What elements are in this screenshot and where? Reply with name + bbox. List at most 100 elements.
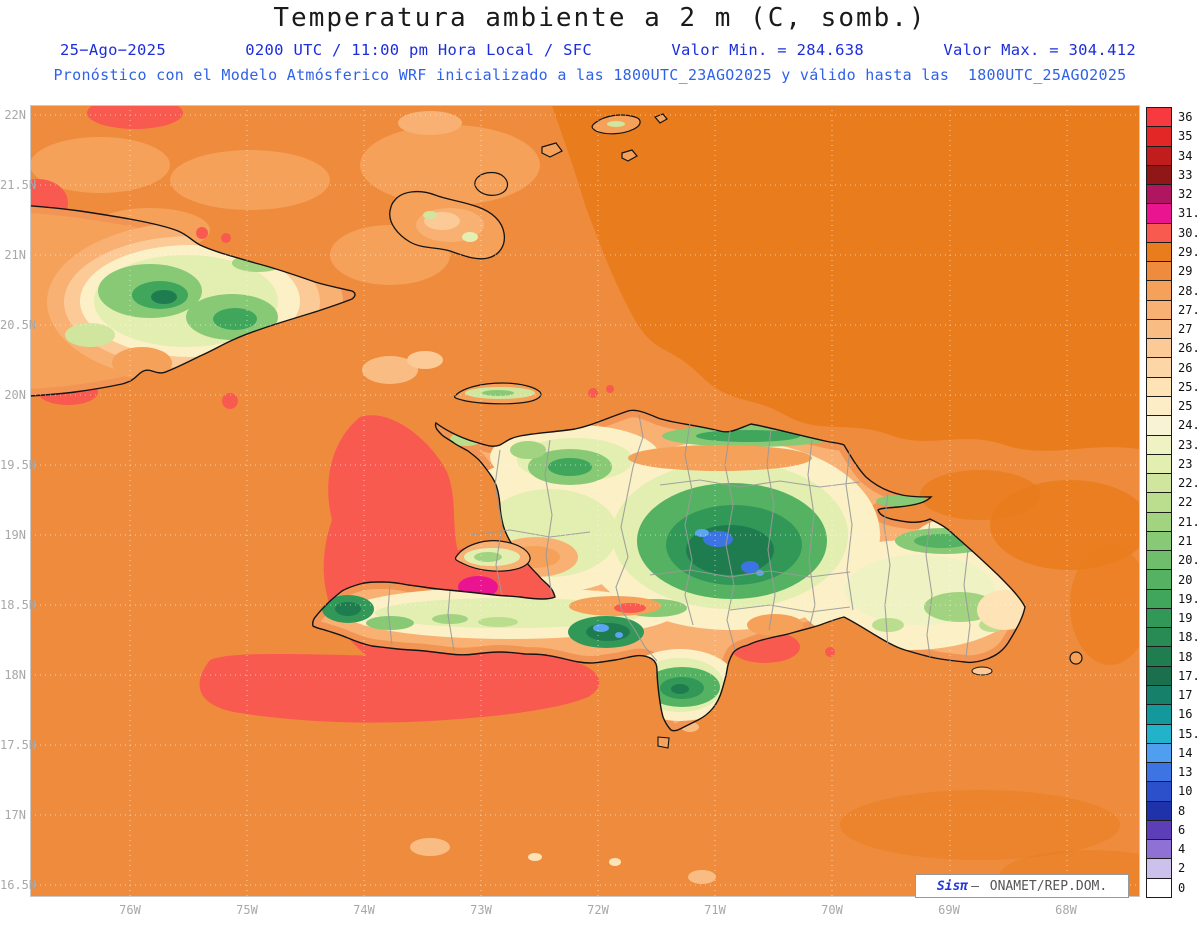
colorbar-cell: 10 bbox=[1146, 781, 1192, 802]
colorbar-label: 28.5 bbox=[1178, 283, 1200, 298]
colorbar-label: 29 bbox=[1178, 264, 1193, 279]
colorbar-label: 24.5 bbox=[1178, 418, 1200, 433]
colorbar-cell: 23 bbox=[1146, 453, 1192, 475]
colorbar-label: 22 bbox=[1178, 495, 1193, 510]
colorbar-cell: 21 bbox=[1146, 530, 1192, 552]
cuba-coastline bbox=[30, 205, 356, 397]
colorbar-cell: 20 bbox=[1146, 569, 1192, 590]
colorbar-label: 33 bbox=[1178, 167, 1193, 182]
colorbar-cell: 24.5 bbox=[1146, 415, 1200, 436]
colorbar-cell: 23.5 bbox=[1146, 434, 1200, 455]
colorbar-label: 19.5 bbox=[1178, 591, 1200, 606]
map-plot bbox=[30, 105, 1140, 897]
colorbar-cell: 25 bbox=[1146, 395, 1192, 417]
colorbar-cell: 20.5 bbox=[1146, 550, 1200, 571]
colorbar-label: 36 bbox=[1178, 110, 1193, 125]
colorbar-label: 23.5 bbox=[1178, 437, 1200, 452]
colorbar-cell: 2 bbox=[1146, 858, 1185, 879]
colorbar-cell: 27.5 bbox=[1146, 299, 1200, 320]
lon-tick-label: 76W bbox=[119, 903, 141, 917]
lon-tick-label: 68W bbox=[1055, 903, 1077, 917]
run-date: 25−Ago−2025 bbox=[60, 41, 166, 59]
colorbar-label: 22.5 bbox=[1178, 476, 1200, 491]
colorbar-cell: 33 bbox=[1146, 164, 1192, 186]
colorbar-label: 21 bbox=[1178, 533, 1193, 548]
saona-island bbox=[971, 666, 993, 676]
credit-separator: — bbox=[971, 878, 987, 894]
colorbar-cell: 16 bbox=[1146, 704, 1192, 725]
lat-tick-label: 17.5N bbox=[0, 738, 37, 752]
small-islands bbox=[657, 651, 1083, 749]
lon-tick-label: 69W bbox=[938, 903, 960, 917]
colorbar-label: 27.5 bbox=[1178, 302, 1200, 317]
colorbar-label: 31.5 bbox=[1178, 206, 1200, 221]
colorbar-cell: 17.5 bbox=[1146, 665, 1200, 686]
colorbar-label: 16 bbox=[1178, 707, 1193, 722]
colorbar-cell: 8 bbox=[1146, 800, 1185, 821]
colorbar-label: 13 bbox=[1178, 765, 1193, 780]
gonave-coastline bbox=[454, 540, 531, 572]
colorbar-cell: 4 bbox=[1146, 839, 1185, 860]
colorbar-label: 21.5 bbox=[1178, 514, 1200, 529]
colorbar-cell: 21.5 bbox=[1146, 511, 1200, 532]
colorbar-cell: 18.5 bbox=[1146, 627, 1200, 648]
lat-tick-label: 19N bbox=[4, 528, 26, 542]
colorbar-label: 29.7 bbox=[1178, 244, 1200, 259]
mona-island bbox=[1069, 651, 1083, 665]
colorbar-cell: 13 bbox=[1146, 762, 1192, 783]
colorbar-cell: 26 bbox=[1146, 357, 1192, 378]
colorbar-cell: 22.5 bbox=[1146, 473, 1200, 494]
lon-tick-label: 75W bbox=[236, 903, 258, 917]
colorbar-cell: 28.5 bbox=[1146, 280, 1200, 301]
colorbar-label: 25.5 bbox=[1178, 379, 1200, 394]
colorbar-cell: 18 bbox=[1146, 646, 1192, 667]
valid-time: 0200 UTC / 11:00 pm Hora Local / SFC bbox=[245, 41, 593, 59]
value-min: Valor Min. = 284.638 bbox=[671, 41, 864, 59]
colorbar-label: 26 bbox=[1178, 360, 1193, 375]
colorbar-cell: 29 bbox=[1146, 261, 1192, 282]
lon-tick-label: 72W bbox=[587, 903, 609, 917]
colorbar-label: 8 bbox=[1178, 803, 1186, 818]
beata-island bbox=[657, 736, 670, 749]
tortuga-coastline bbox=[453, 382, 542, 405]
brand-logo: Sisπ bbox=[936, 878, 969, 894]
temperature-map-svg bbox=[30, 105, 1140, 897]
lat-tick-label: 18.5N bbox=[0, 598, 37, 612]
colorbar-label: 32 bbox=[1178, 187, 1193, 202]
lon-tick-label: 71W bbox=[704, 903, 726, 917]
colorbar-label: 35 bbox=[1178, 129, 1193, 144]
colorbar-cell: 25.5 bbox=[1146, 376, 1200, 397]
colorbar-label: 17.5 bbox=[1178, 668, 1200, 683]
colorbar-cell: 19 bbox=[1146, 607, 1192, 629]
colorbar-label: 0 bbox=[1178, 880, 1186, 895]
lat-tick-label: 21N bbox=[4, 248, 26, 262]
colorbar-cell: 26.5 bbox=[1146, 338, 1200, 359]
colorbar-label: 2 bbox=[1178, 861, 1186, 876]
colorbar-label: 17 bbox=[1178, 688, 1193, 703]
colorbar: 363534333231.530.729.72928.527.52726.526… bbox=[1146, 107, 1200, 898]
credit-box: Sisπ — ONAMET/REP.DOM. bbox=[915, 874, 1129, 898]
colorbar-label: 14 bbox=[1178, 745, 1193, 760]
colorbar-cell: 27 bbox=[1146, 318, 1192, 340]
colorbar-label: 23 bbox=[1178, 456, 1193, 471]
colorbar-cell: 0 bbox=[1146, 877, 1185, 898]
page-title: Temperatura ambiente a 2 m (C, somb.) bbox=[273, 3, 927, 33]
colorbar-cell: 36 bbox=[1146, 107, 1192, 128]
colorbar-cell: 19.5 bbox=[1146, 588, 1200, 609]
colorbar-label: 10 bbox=[1178, 784, 1193, 799]
subtitle-line: 25−Ago−2025 0200 UTC / 11:00 pm Hora Loc… bbox=[60, 41, 1136, 59]
colorbar-cell: 35 bbox=[1146, 126, 1192, 147]
colorbar-label: 18.5 bbox=[1178, 630, 1200, 645]
colorbar-cell: 22 bbox=[1146, 492, 1192, 513]
colorbar-cell: 14 bbox=[1146, 742, 1192, 764]
lon-tick-label: 73W bbox=[470, 903, 492, 917]
colorbar-cell: 34 bbox=[1146, 145, 1192, 166]
colorbar-cell: 29.7 bbox=[1146, 241, 1200, 263]
colorbar-label: 25 bbox=[1178, 399, 1193, 414]
colorbar-label: 34 bbox=[1178, 148, 1193, 163]
colorbar-cell: 15.5 bbox=[1146, 723, 1200, 744]
colorbar-cell: 31.5 bbox=[1146, 203, 1200, 224]
lat-tick-label: 17N bbox=[4, 808, 26, 822]
colorbar-label: 26.5 bbox=[1178, 341, 1200, 356]
little-inagua-island bbox=[474, 171, 509, 196]
